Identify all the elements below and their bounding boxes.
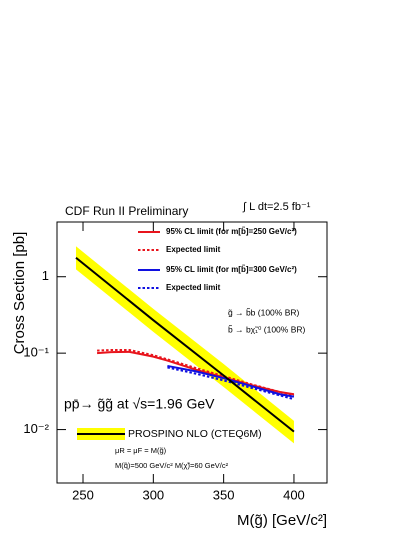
annotation: M(q̃)=500 GeV/c² M(χ̃)=60 GeV/c² <box>115 461 229 470</box>
x-tick-label: 250 <box>72 487 94 502</box>
series-line <box>167 366 295 401</box>
series-line <box>75 256 295 433</box>
y-axis-title: Cross Section [pb] <box>11 232 28 355</box>
x-tick-label: 350 <box>213 487 235 502</box>
annotation: pp̄→ g̃g̃ at √s=1.96 GeV <box>64 396 215 412</box>
legend-label: PROSPINO NLO (CTEQ6M) <box>128 428 262 440</box>
plot-frame <box>56 221 328 484</box>
legend-label: 95% CL limit (for m[b̃]=300 GeV/c²) <box>166 265 297 274</box>
legend-label: Expected limit <box>166 245 221 254</box>
x-tick-label: 400 <box>283 487 305 502</box>
series-line <box>97 348 295 397</box>
y-tick-label: 1 <box>42 268 49 283</box>
annotation: b̃ → bχ̃₁⁰ (100% BR) <box>228 324 306 334</box>
annotation: μR = μF = M(g̃) <box>115 446 167 455</box>
legend-label: Expected limit <box>166 283 221 292</box>
legend-label: 95% CL limit (for m[b̃]=250 GeV/c²) <box>166 227 297 236</box>
series-line <box>167 364 295 398</box>
series-line <box>97 350 295 396</box>
chart-title: CDF Run II Preliminary <box>65 204 188 218</box>
y-tick-label: 10⁻² <box>23 421 49 436</box>
x-tick-label: 300 <box>142 487 164 502</box>
annotation: g̃ → b̃b (100% BR) <box>228 307 300 317</box>
x-axis-title: M(g̃) [GeV/c²] <box>237 512 327 529</box>
y-tick-label: 10⁻¹ <box>23 345 49 360</box>
luminosity: ∫ L dt=2.5 fb⁻¹ <box>242 201 311 213</box>
